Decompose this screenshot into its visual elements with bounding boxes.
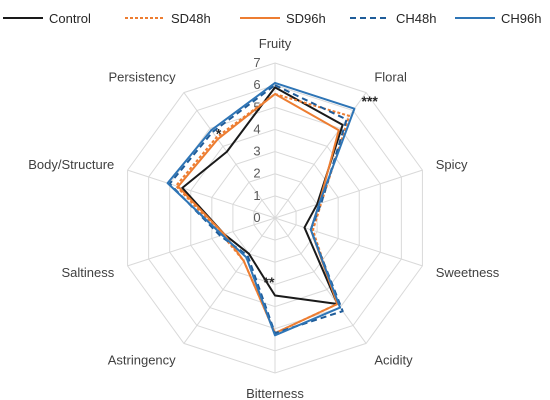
radar-grid [127,62,423,374]
tick-label-0: 0 [253,210,260,225]
legend-label-ch96h: CH96h [501,11,541,26]
category-label-body-structure: Body/Structure [28,157,114,172]
legend-label-control: Control [49,11,91,26]
spoke-spicy [274,169,423,219]
category-label-fruity: Fruity [259,36,292,51]
category-label-floral: Floral [374,69,407,84]
annotation-floral: *** [361,93,378,109]
category-label-acidity: Acidity [374,353,413,368]
legend-label-sd96h: SD96h [286,11,326,26]
spoke-saltiness [127,217,276,267]
annotation-persistency: * [216,126,222,142]
category-label-astringency: Astringency [108,353,176,368]
tick-label-1: 1 [253,188,260,203]
category-label-bitterness: Bitterness [246,386,304,400]
significance-annotations: ****** [216,93,378,290]
category-label-persistency: Persistency [108,69,176,84]
tick-label-4: 4 [253,121,260,136]
spoke-persistency [183,92,276,219]
spoke-astringency [183,217,276,344]
tick-label-3: 3 [253,144,260,159]
category-labels: Fruity Floral Spicy Sweetness Acidity Bittern… [28,36,500,400]
spoke-sweetness [274,217,423,267]
tick-label-2: 2 [253,166,260,181]
spoke-body-structure [127,169,276,219]
tick-label-7: 7 [253,55,260,70]
spoke-floral [274,92,367,219]
legend: Control SD48h SD96h CH48h CH96h [3,11,541,26]
legend-label-sd48h: SD48h [171,11,211,26]
category-label-saltiness: Saltiness [62,265,115,280]
annotation-bitterness: ** [264,274,275,290]
series-ch96h [166,81,356,337]
series-lines [166,81,356,337]
spoke-acidity [274,217,367,344]
tick-label-6: 6 [253,77,260,92]
category-label-spicy: Spicy [436,157,468,172]
legend-label-ch48h: CH48h [396,11,436,26]
category-label-sweetness: Sweetness [436,265,500,280]
